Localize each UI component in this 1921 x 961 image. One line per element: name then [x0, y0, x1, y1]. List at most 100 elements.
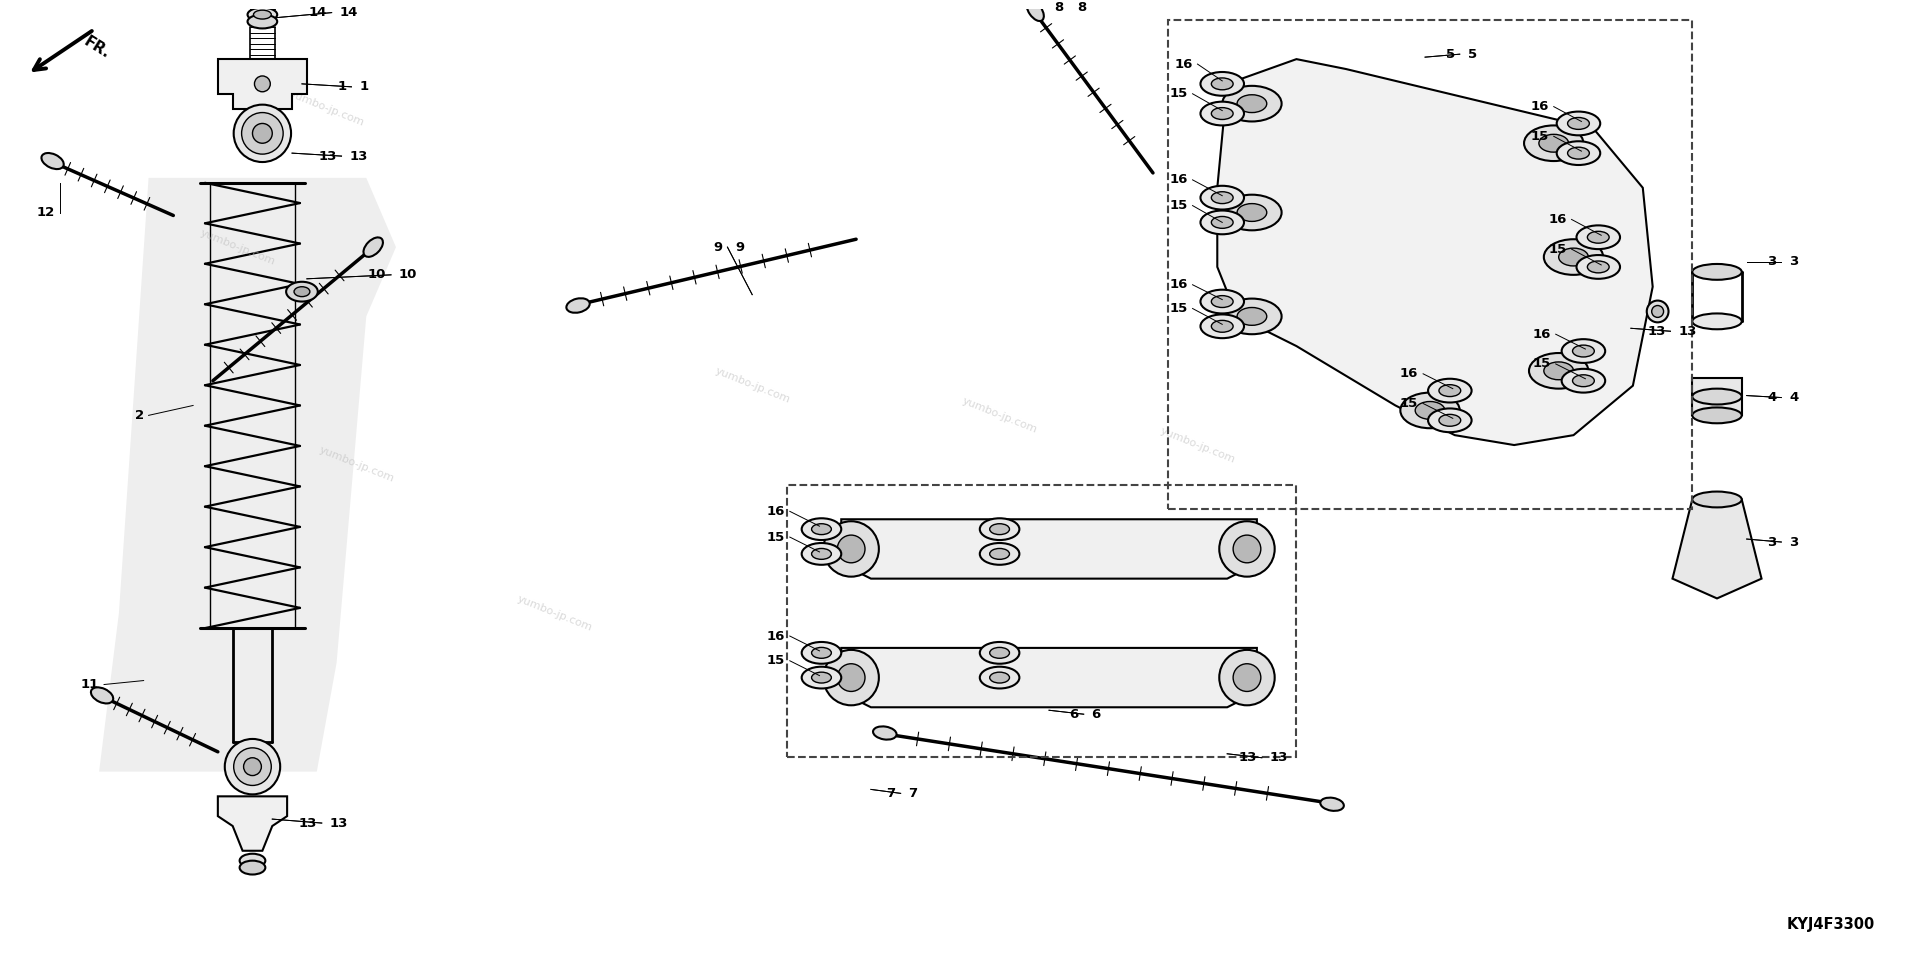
Ellipse shape — [1692, 264, 1742, 280]
Ellipse shape — [1201, 314, 1245, 338]
Ellipse shape — [1573, 345, 1594, 357]
Text: 15: 15 — [1533, 357, 1550, 370]
Ellipse shape — [1646, 301, 1669, 322]
Bar — [1168, 19, 1692, 509]
Ellipse shape — [1212, 320, 1233, 333]
Text: 5: 5 — [1447, 48, 1454, 61]
Text: yumbo-jp.com: yumbo-jp.com — [288, 89, 365, 128]
Ellipse shape — [838, 664, 864, 692]
Text: 16: 16 — [766, 629, 786, 643]
Ellipse shape — [1439, 384, 1460, 397]
Text: yumbo-jp.com: yumbo-jp.com — [713, 366, 791, 406]
Text: 16: 16 — [1170, 173, 1187, 186]
Ellipse shape — [240, 853, 265, 868]
Ellipse shape — [1529, 353, 1589, 388]
Text: 13: 13 — [1270, 752, 1289, 764]
Ellipse shape — [1692, 388, 1742, 405]
Ellipse shape — [1692, 407, 1742, 423]
Text: 16: 16 — [1533, 328, 1550, 341]
Ellipse shape — [1237, 204, 1266, 221]
Ellipse shape — [1400, 393, 1460, 429]
Text: 10: 10 — [367, 268, 386, 282]
Ellipse shape — [1237, 95, 1266, 112]
Ellipse shape — [838, 535, 864, 563]
Text: 8: 8 — [1078, 1, 1085, 14]
Ellipse shape — [1539, 135, 1569, 152]
Ellipse shape — [1201, 102, 1245, 126]
Text: 9: 9 — [713, 240, 722, 254]
Ellipse shape — [811, 648, 832, 658]
Ellipse shape — [1692, 492, 1742, 507]
Ellipse shape — [42, 153, 63, 169]
Text: 13: 13 — [1679, 325, 1696, 337]
Ellipse shape — [1026, 0, 1043, 21]
Ellipse shape — [225, 739, 280, 795]
Ellipse shape — [989, 672, 1009, 683]
Ellipse shape — [1220, 650, 1276, 705]
Ellipse shape — [1201, 210, 1245, 234]
Ellipse shape — [1427, 379, 1471, 403]
Text: 13: 13 — [298, 817, 317, 829]
Ellipse shape — [801, 543, 841, 565]
Text: 13: 13 — [350, 150, 367, 162]
Text: 16: 16 — [766, 505, 786, 518]
Ellipse shape — [567, 298, 590, 312]
Text: 6: 6 — [1091, 707, 1101, 721]
Text: yumbo-jp.com: yumbo-jp.com — [960, 396, 1039, 435]
Ellipse shape — [811, 549, 832, 559]
Text: 1: 1 — [338, 81, 346, 93]
Text: 7: 7 — [888, 787, 895, 800]
Text: yumbo-jp.com: yumbo-jp.com — [813, 643, 889, 682]
Polygon shape — [1218, 60, 1652, 445]
Text: 5: 5 — [1468, 48, 1477, 61]
Polygon shape — [217, 797, 286, 850]
Ellipse shape — [363, 237, 382, 257]
Text: 15: 15 — [1548, 242, 1568, 256]
Text: 8: 8 — [1055, 1, 1064, 14]
Ellipse shape — [1320, 798, 1345, 811]
Text: 15: 15 — [1170, 199, 1187, 212]
Text: 16: 16 — [1170, 279, 1187, 291]
Circle shape — [254, 76, 271, 92]
Ellipse shape — [294, 286, 309, 297]
Ellipse shape — [1568, 147, 1589, 160]
Ellipse shape — [240, 861, 265, 875]
Ellipse shape — [1439, 414, 1460, 427]
Text: 15: 15 — [766, 530, 786, 544]
Text: yumbo-jp.com: yumbo-jp.com — [515, 594, 594, 633]
Ellipse shape — [234, 748, 271, 785]
Polygon shape — [100, 178, 396, 772]
Ellipse shape — [244, 757, 261, 776]
Ellipse shape — [1573, 375, 1594, 386]
Ellipse shape — [1233, 664, 1260, 692]
Text: 16: 16 — [1548, 213, 1568, 226]
Ellipse shape — [980, 518, 1020, 540]
Text: 14: 14 — [340, 6, 357, 19]
Ellipse shape — [1544, 362, 1573, 380]
Ellipse shape — [811, 524, 832, 534]
Ellipse shape — [1427, 408, 1471, 432]
Text: 6: 6 — [1070, 707, 1080, 721]
Text: yumbo-jp.com: yumbo-jp.com — [1158, 426, 1237, 465]
Ellipse shape — [1652, 306, 1664, 317]
Ellipse shape — [1556, 141, 1600, 165]
Text: FR.: FR. — [81, 34, 113, 62]
Text: 3: 3 — [1767, 535, 1777, 549]
Text: 7: 7 — [909, 787, 918, 800]
Ellipse shape — [824, 650, 880, 705]
Ellipse shape — [989, 524, 1009, 534]
Ellipse shape — [1577, 226, 1619, 249]
Ellipse shape — [1544, 239, 1604, 275]
Text: 9: 9 — [736, 240, 745, 254]
Ellipse shape — [1212, 296, 1233, 308]
Text: 15: 15 — [1531, 130, 1548, 143]
Ellipse shape — [1237, 308, 1266, 326]
Ellipse shape — [248, 8, 277, 21]
Text: yumbo-jp.com: yumbo-jp.com — [198, 228, 277, 267]
Text: 15: 15 — [1170, 87, 1187, 100]
Polygon shape — [1673, 500, 1762, 599]
Ellipse shape — [989, 648, 1009, 658]
Text: 11: 11 — [81, 678, 100, 691]
Bar — [1692, 378, 1742, 415]
Ellipse shape — [1587, 232, 1610, 243]
